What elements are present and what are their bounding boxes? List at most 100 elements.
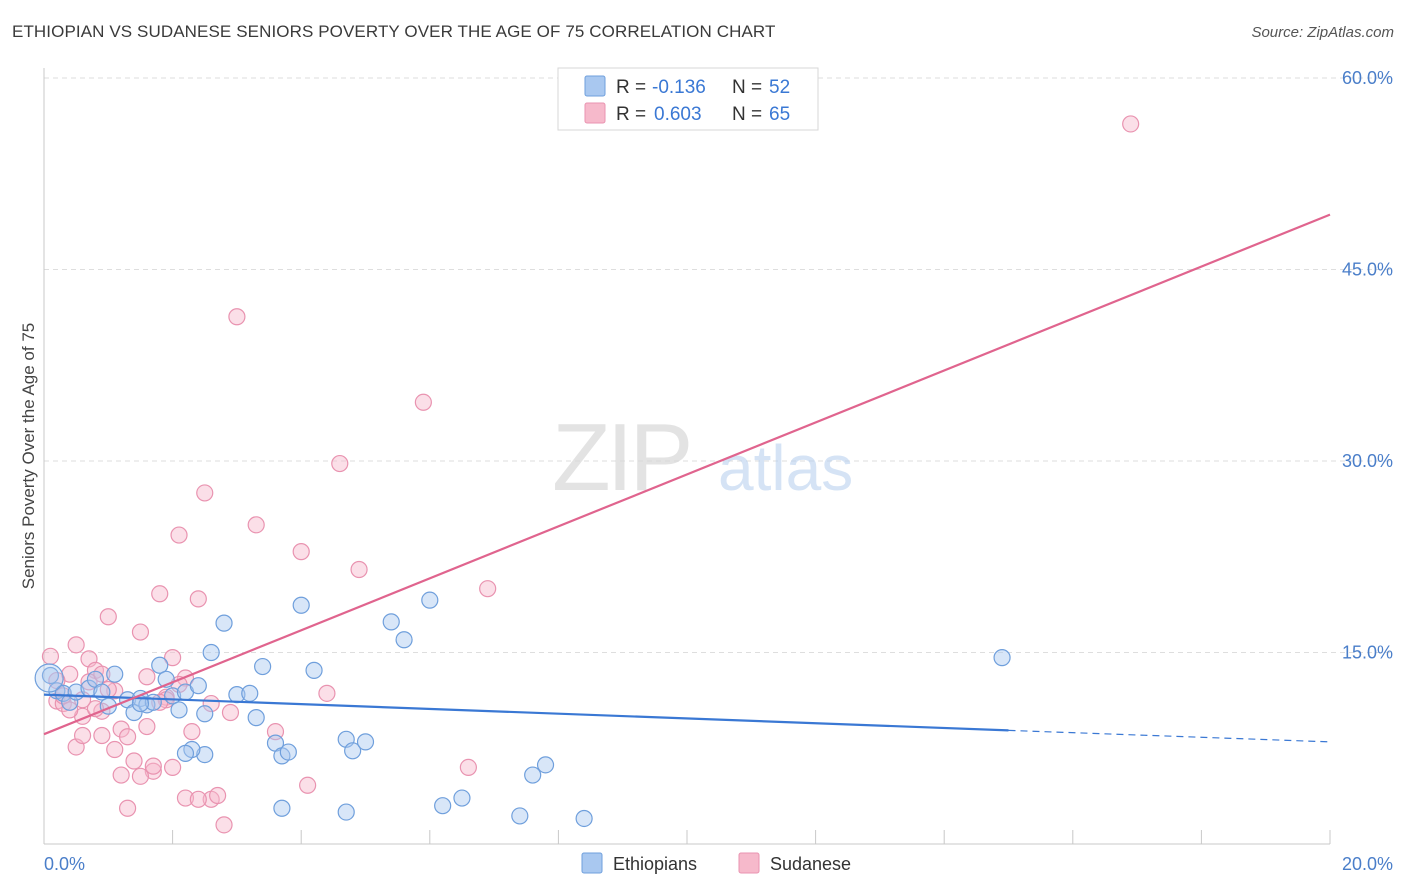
ethiopians-point [511, 807, 529, 825]
sudanese-point [228, 308, 246, 326]
ethiopians-point [241, 684, 259, 702]
ethiopians-point [453, 789, 471, 807]
stats-n-value-ethiopians: 52 [769, 77, 790, 98]
ethiopians-point [382, 613, 400, 631]
legend-label-sudanese: Sudanese [770, 854, 851, 874]
stats-legend: R = -0.136 N = 52 R = 0.603 N = 65 [557, 67, 819, 131]
grid-lines [44, 77, 1392, 653]
stats-n-value-sudanese: 65 [769, 104, 790, 125]
sudanese-point [118, 799, 137, 817]
ethiopians-point [421, 591, 439, 609]
watermark-zip: ZIP [552, 404, 689, 511]
stats-n-label-sudanese: N = [732, 104, 762, 125]
stats-r-label-sudanese: R = [616, 104, 646, 125]
sudanese-point [176, 789, 195, 807]
ethiopians-point [151, 656, 169, 674]
ethiopians-trend-line [43, 693, 1009, 732]
trend-lines [43, 213, 1331, 743]
ethiopians-point [254, 657, 272, 676]
sudanese-point [131, 623, 150, 641]
x-tick-label: 0.0% [44, 854, 85, 874]
chart-title: ETHIOPIAN VS SUDANESE SENIORS POVERTY OV… [12, 22, 776, 41]
sudanese-point [164, 758, 182, 777]
ethiopians-point [215, 614, 233, 632]
sudanese-point [144, 762, 162, 780]
sudanese-point [118, 728, 137, 746]
sudanese-point [99, 608, 117, 626]
sudanese-point [215, 816, 233, 834]
sudanese-point [1122, 115, 1140, 133]
sudanese-point [189, 790, 207, 808]
sudanese-point [479, 580, 497, 598]
sudanese-point [292, 543, 310, 561]
ethiopians-point [279, 743, 297, 761]
sudanese-point [196, 484, 214, 502]
ethiopians-point [273, 799, 291, 817]
sudanese-point [164, 649, 182, 667]
legend-swatch-ethiopians [581, 852, 603, 874]
sudanese-point [247, 516, 265, 534]
ethiopians-point [189, 677, 207, 695]
ethiopians-point [356, 733, 375, 751]
ethiopians-point [305, 661, 323, 679]
sudanese-point [189, 590, 207, 608]
sudanese-point [106, 740, 124, 759]
ethiopians-point [41, 666, 60, 685]
sudanese-point [151, 585, 169, 603]
sudanese-point [414, 393, 432, 411]
sudanese-point [459, 758, 477, 777]
sudanese-point [112, 766, 130, 784]
source-label: Source: ZipAtlas.com [1251, 24, 1394, 41]
sudanese-point [93, 726, 111, 745]
sudanese-point [299, 776, 317, 794]
sudanese-point [67, 636, 85, 654]
sudanese-trend-line [43, 213, 1331, 736]
stats-swatch-sudanese [584, 102, 606, 124]
sudanese-point [138, 668, 156, 686]
sudanese-point [41, 647, 60, 665]
sudanese-point [221, 703, 240, 722]
ethiopians-point [575, 809, 593, 828]
y-axis-label: Seniors Poverty Over the Age of 75 [19, 323, 38, 589]
watermark-atlas: atlas [718, 432, 853, 504]
sudanese-point [170, 526, 188, 544]
sudanese-point [144, 757, 162, 775]
sudanese-point [131, 767, 150, 785]
y-tick-label: 60.0% [1342, 68, 1393, 88]
sudanese-point [318, 684, 336, 702]
legend-label-ethiopians: Ethiopians [613, 854, 697, 874]
ethiopians-point [337, 803, 355, 821]
legend-swatch-sudanese [738, 852, 760, 874]
y-tick-labels: 15.0% 30.0% 45.0% 60.0% [1342, 68, 1393, 663]
ethiopians-point [196, 746, 214, 764]
sudanese-point [331, 454, 349, 473]
ethiopians-point [170, 701, 188, 719]
x-tick-labels: 0.0% 20.0% [44, 854, 1393, 874]
sudanese-point [350, 560, 368, 579]
ethiopians-point [344, 742, 362, 760]
y-tick-label: 15.0% [1342, 643, 1393, 663]
watermark: ZIP atlas [552, 404, 853, 511]
series-legend: Ethiopians Sudanese [581, 852, 851, 874]
stats-n-label-ethiopians: N = [732, 77, 762, 98]
ethiopians-point [54, 684, 72, 702]
stats-r-value-ethiopians: -0.136 [652, 77, 706, 98]
x-tick-marks [172, 830, 1331, 844]
sudanese-points [41, 115, 1140, 834]
y-tick-label: 30.0% [1342, 451, 1393, 471]
ethiopians-point [202, 643, 220, 662]
ethiopians-point [196, 705, 214, 723]
ethiopians-point [524, 766, 542, 784]
stats-r-label-ethiopians: R = [616, 77, 646, 98]
ethiopians-point [434, 797, 452, 815]
sudanese-point [73, 726, 92, 745]
sudanese-point [202, 694, 220, 713]
x-tick-label: 20.0% [1342, 854, 1393, 874]
ethiopians-trend-extension [1008, 729, 1331, 743]
ethiopians-point [993, 649, 1011, 667]
y-tick-label: 45.0% [1342, 260, 1393, 280]
ethiopians-point [536, 756, 555, 774]
ethiopians-point [395, 631, 413, 649]
ethiopians-point [61, 693, 79, 711]
